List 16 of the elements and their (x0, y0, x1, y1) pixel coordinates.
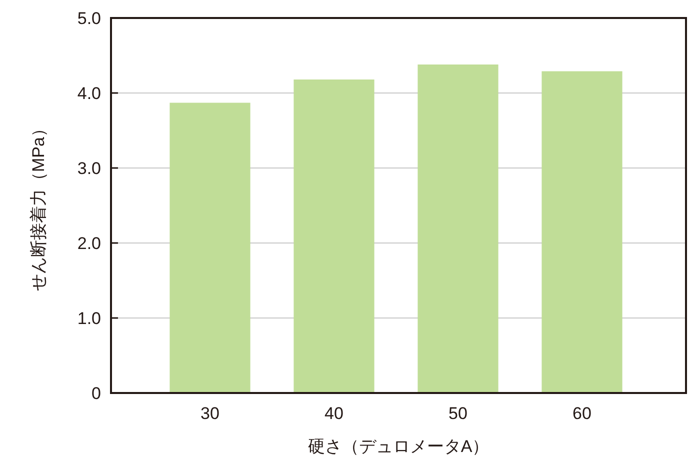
x-tick-label: 50 (448, 404, 468, 423)
y-axis-title: せん断接着力（MPa） (29, 120, 48, 291)
bar (294, 80, 374, 393)
y-tick-label: 1.0 (77, 308, 101, 328)
y-tick-label: 0 (92, 384, 101, 403)
bar (418, 64, 498, 393)
x-tick-label: 30 (200, 404, 220, 423)
y-tick-label: 4.0 (77, 84, 101, 103)
x-tick-label: 60 (572, 404, 592, 423)
bar (542, 71, 622, 393)
bar (170, 102, 250, 393)
y-tick-label: 3.0 (77, 158, 101, 178)
x-tick-label: 40 (324, 404, 344, 423)
y-tick-label: 5.0 (77, 8, 101, 28)
y-tick-label: 2.0 (77, 234, 101, 253)
x-axis-title: 硬さ（デュロメータA） (308, 437, 490, 456)
